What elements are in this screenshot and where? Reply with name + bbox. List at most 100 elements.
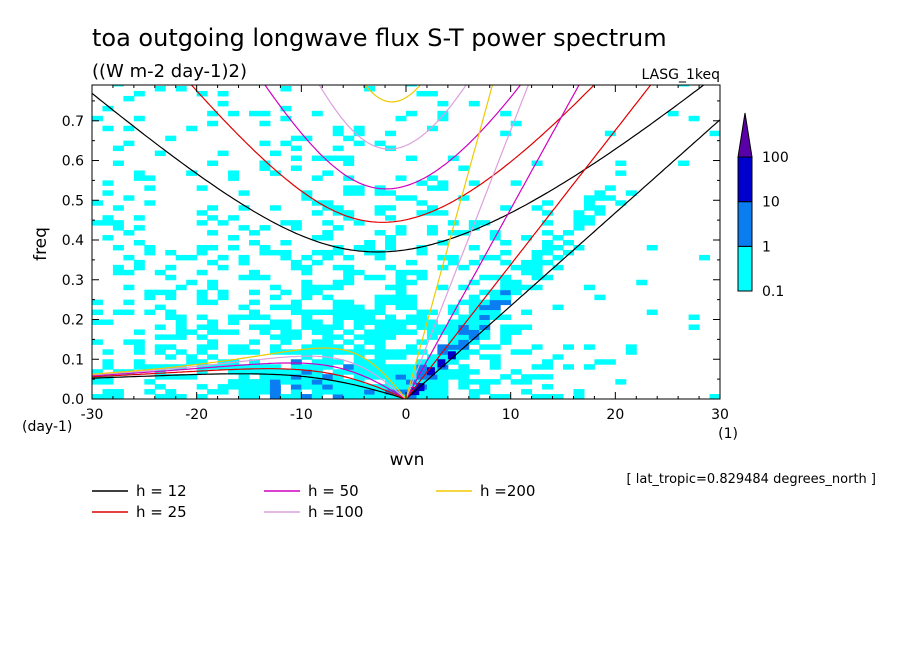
shading-cell	[102, 220, 114, 226]
shading-cell	[364, 374, 376, 380]
shading-cell	[500, 324, 512, 330]
shading-cell	[489, 294, 501, 301]
shading-cell	[364, 349, 376, 355]
shading-cell	[249, 394, 260, 399]
shading-cell	[165, 294, 177, 301]
shading-cell	[385, 299, 397, 306]
shading-cell	[228, 170, 240, 176]
shading-cell	[510, 279, 522, 286]
shading-cell	[468, 339, 480, 345]
shading-cell	[699, 254, 711, 261]
shading-cell	[301, 354, 313, 360]
shading-cell	[688, 115, 700, 122]
shading-cell	[458, 364, 470, 370]
shading-cell	[322, 200, 334, 206]
shading-cell	[458, 329, 470, 335]
shading-cell	[458, 284, 470, 291]
shading-cell	[364, 364, 376, 370]
colorbar-segment	[737, 245, 753, 292]
shading-cell	[112, 85, 124, 87]
shading-cell	[364, 240, 376, 246]
shading-cell	[154, 334, 166, 340]
shading-cell	[395, 319, 407, 325]
shading-cell	[489, 314, 501, 321]
y-tick-label: 0.3	[62, 273, 84, 289]
shading-cell	[217, 294, 229, 301]
shading-cell	[489, 344, 501, 350]
shading-cell	[416, 90, 428, 97]
curve-rossby	[92, 347, 407, 399]
shading-cell	[615, 170, 627, 176]
shading-cell	[364, 394, 376, 399]
shading-cell	[144, 200, 156, 206]
shading-cell	[364, 85, 376, 92]
shading-cell	[311, 249, 323, 256]
shading-cell	[322, 235, 334, 241]
shading-cell	[604, 130, 616, 137]
shading-cell	[510, 120, 522, 127]
shading-cell	[489, 289, 501, 296]
shading-cell	[269, 379, 281, 385]
shading-cell	[437, 240, 449, 246]
shading-cell	[479, 329, 491, 335]
shading-cell	[667, 110, 679, 117]
shading-cell	[165, 135, 177, 142]
shading-cell	[521, 389, 533, 395]
shading-cell	[583, 195, 595, 201]
shading-cell	[500, 274, 512, 281]
shading-cell	[207, 215, 219, 221]
shading-cell	[343, 264, 355, 271]
shading-cell	[165, 334, 177, 340]
shading-cell	[531, 344, 543, 350]
shading-cell	[196, 344, 208, 350]
shading-cell	[364, 319, 376, 325]
shading-cell	[542, 230, 554, 236]
shading-cell	[269, 319, 281, 325]
shading-cell	[238, 190, 250, 196]
shading-cell	[238, 374, 250, 380]
shading-cell	[625, 190, 637, 196]
shading-cell	[395, 230, 407, 236]
shading-cell	[196, 394, 208, 399]
shading-cell	[133, 349, 145, 355]
shading-cell	[426, 309, 438, 316]
shading-cell	[542, 210, 554, 216]
shading-cell	[228, 314, 240, 321]
shading-cell	[207, 329, 219, 335]
shading-cell	[259, 225, 271, 231]
shading-cell	[133, 215, 145, 221]
shading-cell	[395, 389, 407, 395]
x-tick-label: -30	[81, 407, 104, 423]
shading-cell	[311, 379, 323, 385]
shading-cell	[458, 374, 470, 380]
shading-cell	[479, 220, 491, 226]
shading-cell	[510, 379, 522, 385]
shading-cell	[552, 394, 564, 399]
shading-cell	[395, 374, 407, 380]
shading-cell	[437, 180, 449, 186]
shading-cell	[437, 344, 449, 350]
shading-cell	[92, 339, 103, 345]
shading-cell	[437, 100, 449, 107]
shading-cell	[385, 389, 397, 395]
shading-cell	[353, 185, 365, 191]
shading-cell	[269, 150, 281, 157]
shading-cell	[395, 115, 407, 122]
shading-cell	[395, 279, 407, 286]
shading-cell	[374, 324, 386, 330]
shading-cell	[678, 160, 690, 166]
shading-cell	[437, 379, 449, 385]
shading-cell	[531, 394, 543, 399]
shading-cell	[196, 314, 208, 321]
shading-cell	[447, 334, 459, 340]
shading-cell	[395, 369, 407, 375]
shading-cell	[385, 314, 397, 321]
shading-cell	[196, 369, 208, 375]
shading-cell	[238, 304, 250, 311]
shading-cell	[343, 155, 355, 162]
shading-cell	[416, 394, 428, 399]
shading-cell	[259, 314, 271, 321]
shading-cell	[311, 389, 323, 395]
shading-cell	[343, 379, 355, 385]
curve-rossby	[92, 368, 407, 399]
